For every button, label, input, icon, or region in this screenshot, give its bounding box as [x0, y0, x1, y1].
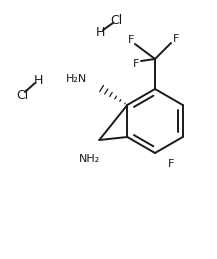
- Text: NH₂: NH₂: [79, 154, 100, 164]
- Text: F: F: [168, 159, 174, 169]
- Text: H: H: [95, 25, 105, 39]
- Text: H: H: [33, 74, 43, 87]
- Text: H₂N: H₂N: [66, 74, 87, 84]
- Text: Cl: Cl: [110, 13, 122, 26]
- Text: F: F: [128, 35, 134, 45]
- Text: Cl: Cl: [16, 89, 28, 102]
- Text: F: F: [133, 59, 139, 69]
- Text: F: F: [173, 34, 179, 44]
